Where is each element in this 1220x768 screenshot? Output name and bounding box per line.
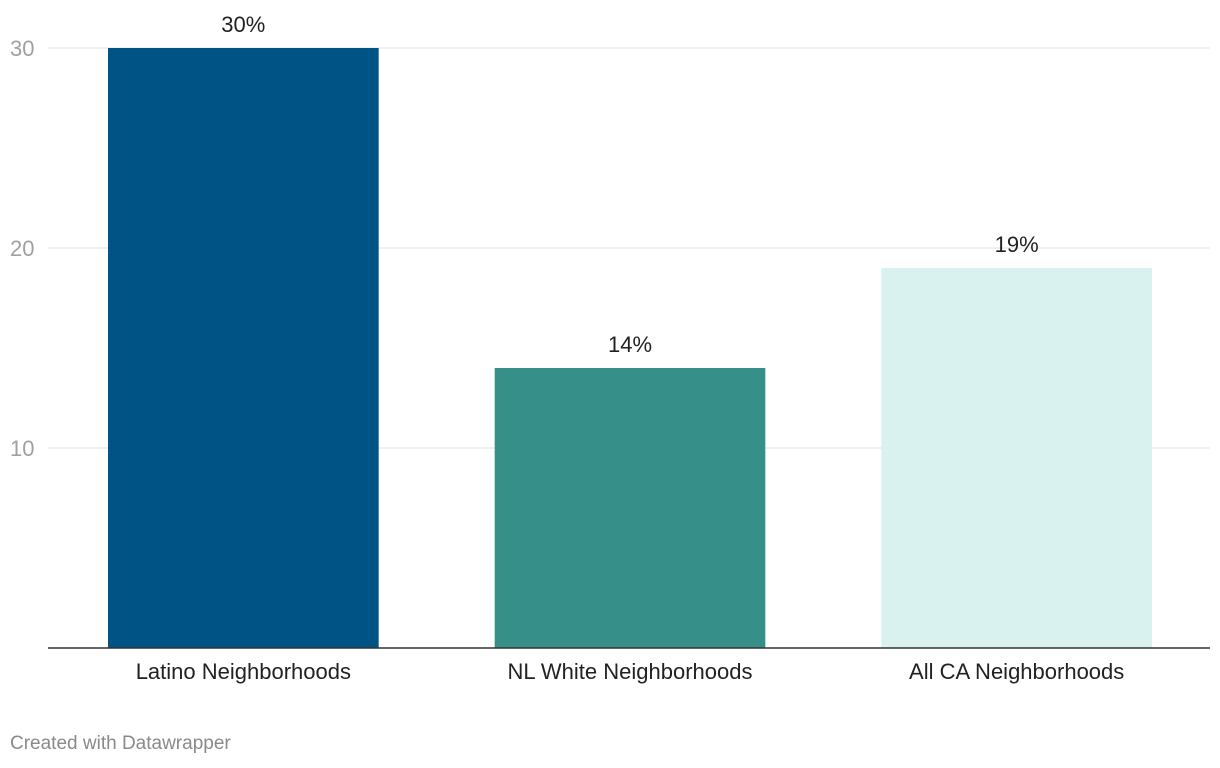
y-tick-label-30: 30 xyxy=(10,36,34,61)
x-tick-label-all-ca-neighborhoods: All CA Neighborhoods xyxy=(909,659,1124,684)
x-tick-label-nl-white-neighborhoods: NL White Neighborhoods xyxy=(508,659,753,684)
data-label-latino-neighborhoods: 30% xyxy=(221,12,265,37)
bar-nl-white-neighborhoods xyxy=(494,368,766,648)
data-label-all-ca-neighborhoods: 19% xyxy=(995,232,1039,257)
bars xyxy=(108,48,1152,648)
data-labels: 30% 14% 19% xyxy=(221,12,1038,357)
credit-footer: Created with Datawrapper xyxy=(10,733,231,754)
y-tick-label-10: 10 xyxy=(10,436,34,461)
bar-chart: 30% 14% 19% 10 20 30 Latino Neighborhoods NL W… xyxy=(10,12,1210,684)
y-tick-label-20: 20 xyxy=(10,236,34,261)
bar-latino-neighborhoods xyxy=(108,48,379,648)
x-tick-label-latino-neighborhoods: Latino Neighborhoods xyxy=(136,659,351,684)
axes: 10 20 30 Latino Neighborhoods NL White Neigh… xyxy=(10,36,1210,684)
bar-all-ca-neighborhoods xyxy=(881,268,1152,648)
data-label-nl-white-neighborhoods: 14% xyxy=(608,332,652,357)
